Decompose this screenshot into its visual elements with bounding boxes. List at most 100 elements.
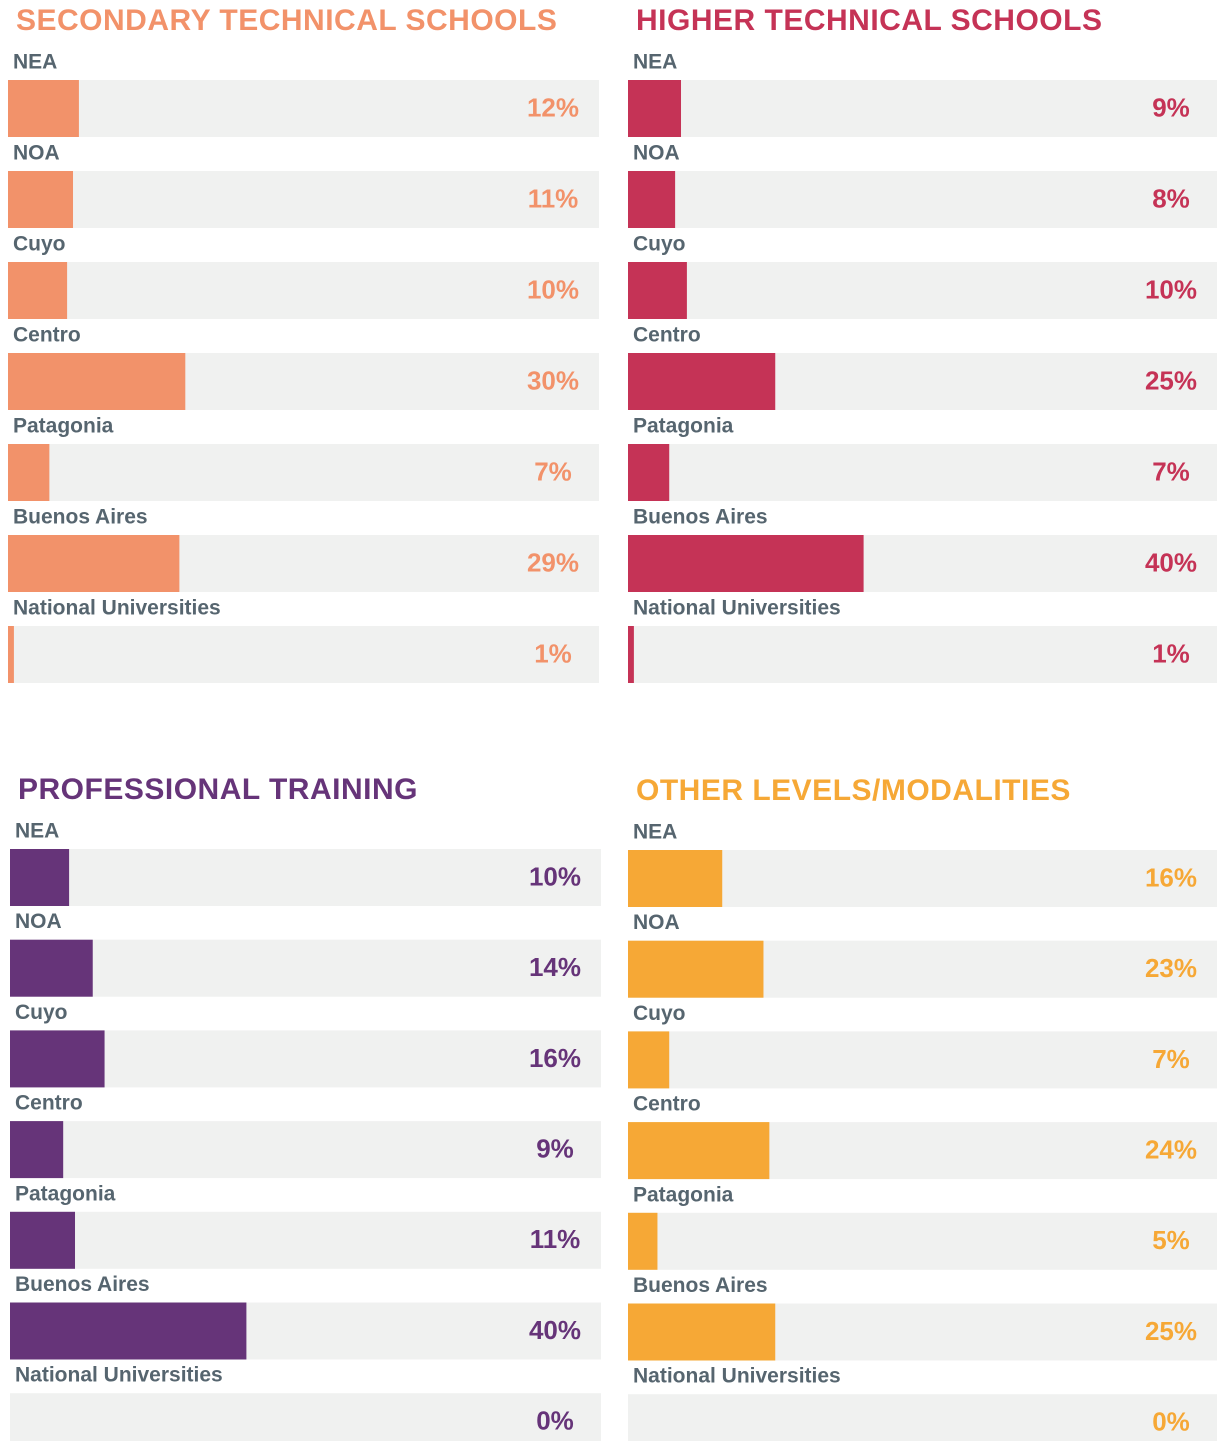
category-label: Patagonia bbox=[633, 1183, 734, 1206]
category-label: Centro bbox=[633, 324, 701, 347]
category-label: Cuyo bbox=[633, 1002, 686, 1025]
bar bbox=[8, 171, 74, 228]
bar bbox=[628, 262, 687, 319]
category-label: Patagonia bbox=[633, 415, 734, 438]
bar-track bbox=[628, 444, 1217, 501]
value-label: 1% bbox=[1152, 638, 1190, 668]
category-label: Patagonia bbox=[15, 1182, 116, 1205]
bar bbox=[10, 1121, 64, 1179]
bar bbox=[10, 1030, 105, 1088]
category-label: NOA bbox=[633, 142, 680, 165]
value-label: 30% bbox=[527, 365, 579, 395]
panel-title: OTHER LEVELS/MODALITIES bbox=[636, 774, 1071, 807]
bar-track bbox=[8, 626, 599, 683]
bar bbox=[8, 626, 14, 683]
bar-track bbox=[628, 1394, 1217, 1441]
bar bbox=[8, 444, 50, 501]
category-label: Cuyo bbox=[13, 233, 66, 256]
category-label: NEA bbox=[633, 51, 677, 74]
bar-track bbox=[8, 80, 599, 137]
category-label: NEA bbox=[633, 821, 677, 844]
category-label: Centro bbox=[13, 324, 81, 347]
category-label: Patagonia bbox=[13, 415, 114, 438]
value-label: 11% bbox=[530, 1224, 581, 1254]
category-label: NEA bbox=[13, 51, 57, 74]
value-label: 7% bbox=[534, 456, 572, 486]
bar bbox=[8, 80, 79, 137]
bar bbox=[628, 1303, 776, 1361]
bar bbox=[628, 353, 776, 410]
value-label: 14% bbox=[529, 952, 581, 982]
bar bbox=[628, 1122, 770, 1180]
bar-track bbox=[8, 444, 599, 501]
value-label: 40% bbox=[529, 1315, 581, 1345]
bar bbox=[628, 171, 676, 228]
bar bbox=[628, 1031, 670, 1089]
value-label: 0% bbox=[1152, 1407, 1190, 1437]
category-label: Cuyo bbox=[15, 1001, 68, 1024]
category-label: National Universities bbox=[13, 597, 221, 620]
bar-track bbox=[628, 626, 1217, 683]
bar-track bbox=[10, 849, 601, 906]
category-label: NOA bbox=[15, 910, 62, 933]
value-label: 25% bbox=[1145, 365, 1197, 395]
value-label: 23% bbox=[1145, 953, 1197, 983]
value-label: 11% bbox=[528, 183, 579, 213]
value-label: 10% bbox=[527, 274, 579, 304]
bar bbox=[10, 1211, 76, 1269]
bar bbox=[628, 850, 723, 907]
bar bbox=[10, 939, 93, 997]
value-label: 16% bbox=[1145, 862, 1197, 892]
value-label: 9% bbox=[536, 1133, 574, 1163]
bar bbox=[8, 353, 186, 410]
bar bbox=[628, 1212, 658, 1270]
panel-title: HIGHER TECHNICAL SCHOOLS bbox=[636, 4, 1102, 37]
category-label: Centro bbox=[633, 1093, 701, 1116]
bar bbox=[10, 849, 70, 906]
value-label: 25% bbox=[1145, 1316, 1197, 1346]
bar bbox=[10, 1302, 247, 1360]
value-label: 1% bbox=[534, 638, 572, 668]
value-label: 7% bbox=[1152, 1044, 1190, 1074]
bar bbox=[628, 444, 670, 501]
value-label: 12% bbox=[527, 92, 579, 122]
category-label: Cuyo bbox=[633, 233, 686, 256]
category-label: Buenos Aires bbox=[633, 506, 768, 529]
bar-track bbox=[628, 171, 1217, 228]
category-label: NOA bbox=[13, 142, 60, 165]
bar bbox=[628, 940, 764, 998]
value-label: 29% bbox=[527, 547, 579, 577]
bar bbox=[628, 80, 682, 137]
category-label: Buenos Aires bbox=[633, 1274, 768, 1297]
value-label: 10% bbox=[529, 861, 581, 891]
value-label: 7% bbox=[1152, 456, 1190, 486]
bar-track bbox=[628, 1212, 1217, 1270]
category-label: Buenos Aires bbox=[13, 506, 148, 529]
panel-title: SECONDARY TECHNICAL SCHOOLS bbox=[16, 4, 557, 37]
bar bbox=[8, 535, 180, 592]
bar-track bbox=[628, 262, 1217, 319]
category-label: NOA bbox=[633, 911, 680, 934]
bar-track bbox=[10, 1211, 601, 1269]
panel-title: PROFESSIONAL TRAINING bbox=[18, 773, 418, 806]
category-label: National Universities bbox=[15, 1364, 223, 1387]
bar-track bbox=[8, 171, 599, 228]
category-label: Centro bbox=[15, 1092, 83, 1115]
bar-track bbox=[10, 1030, 601, 1088]
bar-track bbox=[10, 1121, 601, 1179]
category-label: National Universities bbox=[633, 597, 841, 620]
bar-track bbox=[628, 1031, 1217, 1089]
value-label: 5% bbox=[1152, 1225, 1190, 1255]
bar-track bbox=[628, 850, 1217, 907]
value-label: 24% bbox=[1145, 1134, 1197, 1164]
value-label: 16% bbox=[529, 1043, 581, 1073]
bar bbox=[628, 626, 634, 683]
value-label: 0% bbox=[536, 1406, 574, 1436]
bar-track bbox=[628, 80, 1217, 137]
category-label: Buenos Aires bbox=[15, 1273, 150, 1296]
bar-track bbox=[8, 262, 599, 319]
value-label: 8% bbox=[1152, 183, 1190, 213]
value-label: 40% bbox=[1145, 547, 1197, 577]
